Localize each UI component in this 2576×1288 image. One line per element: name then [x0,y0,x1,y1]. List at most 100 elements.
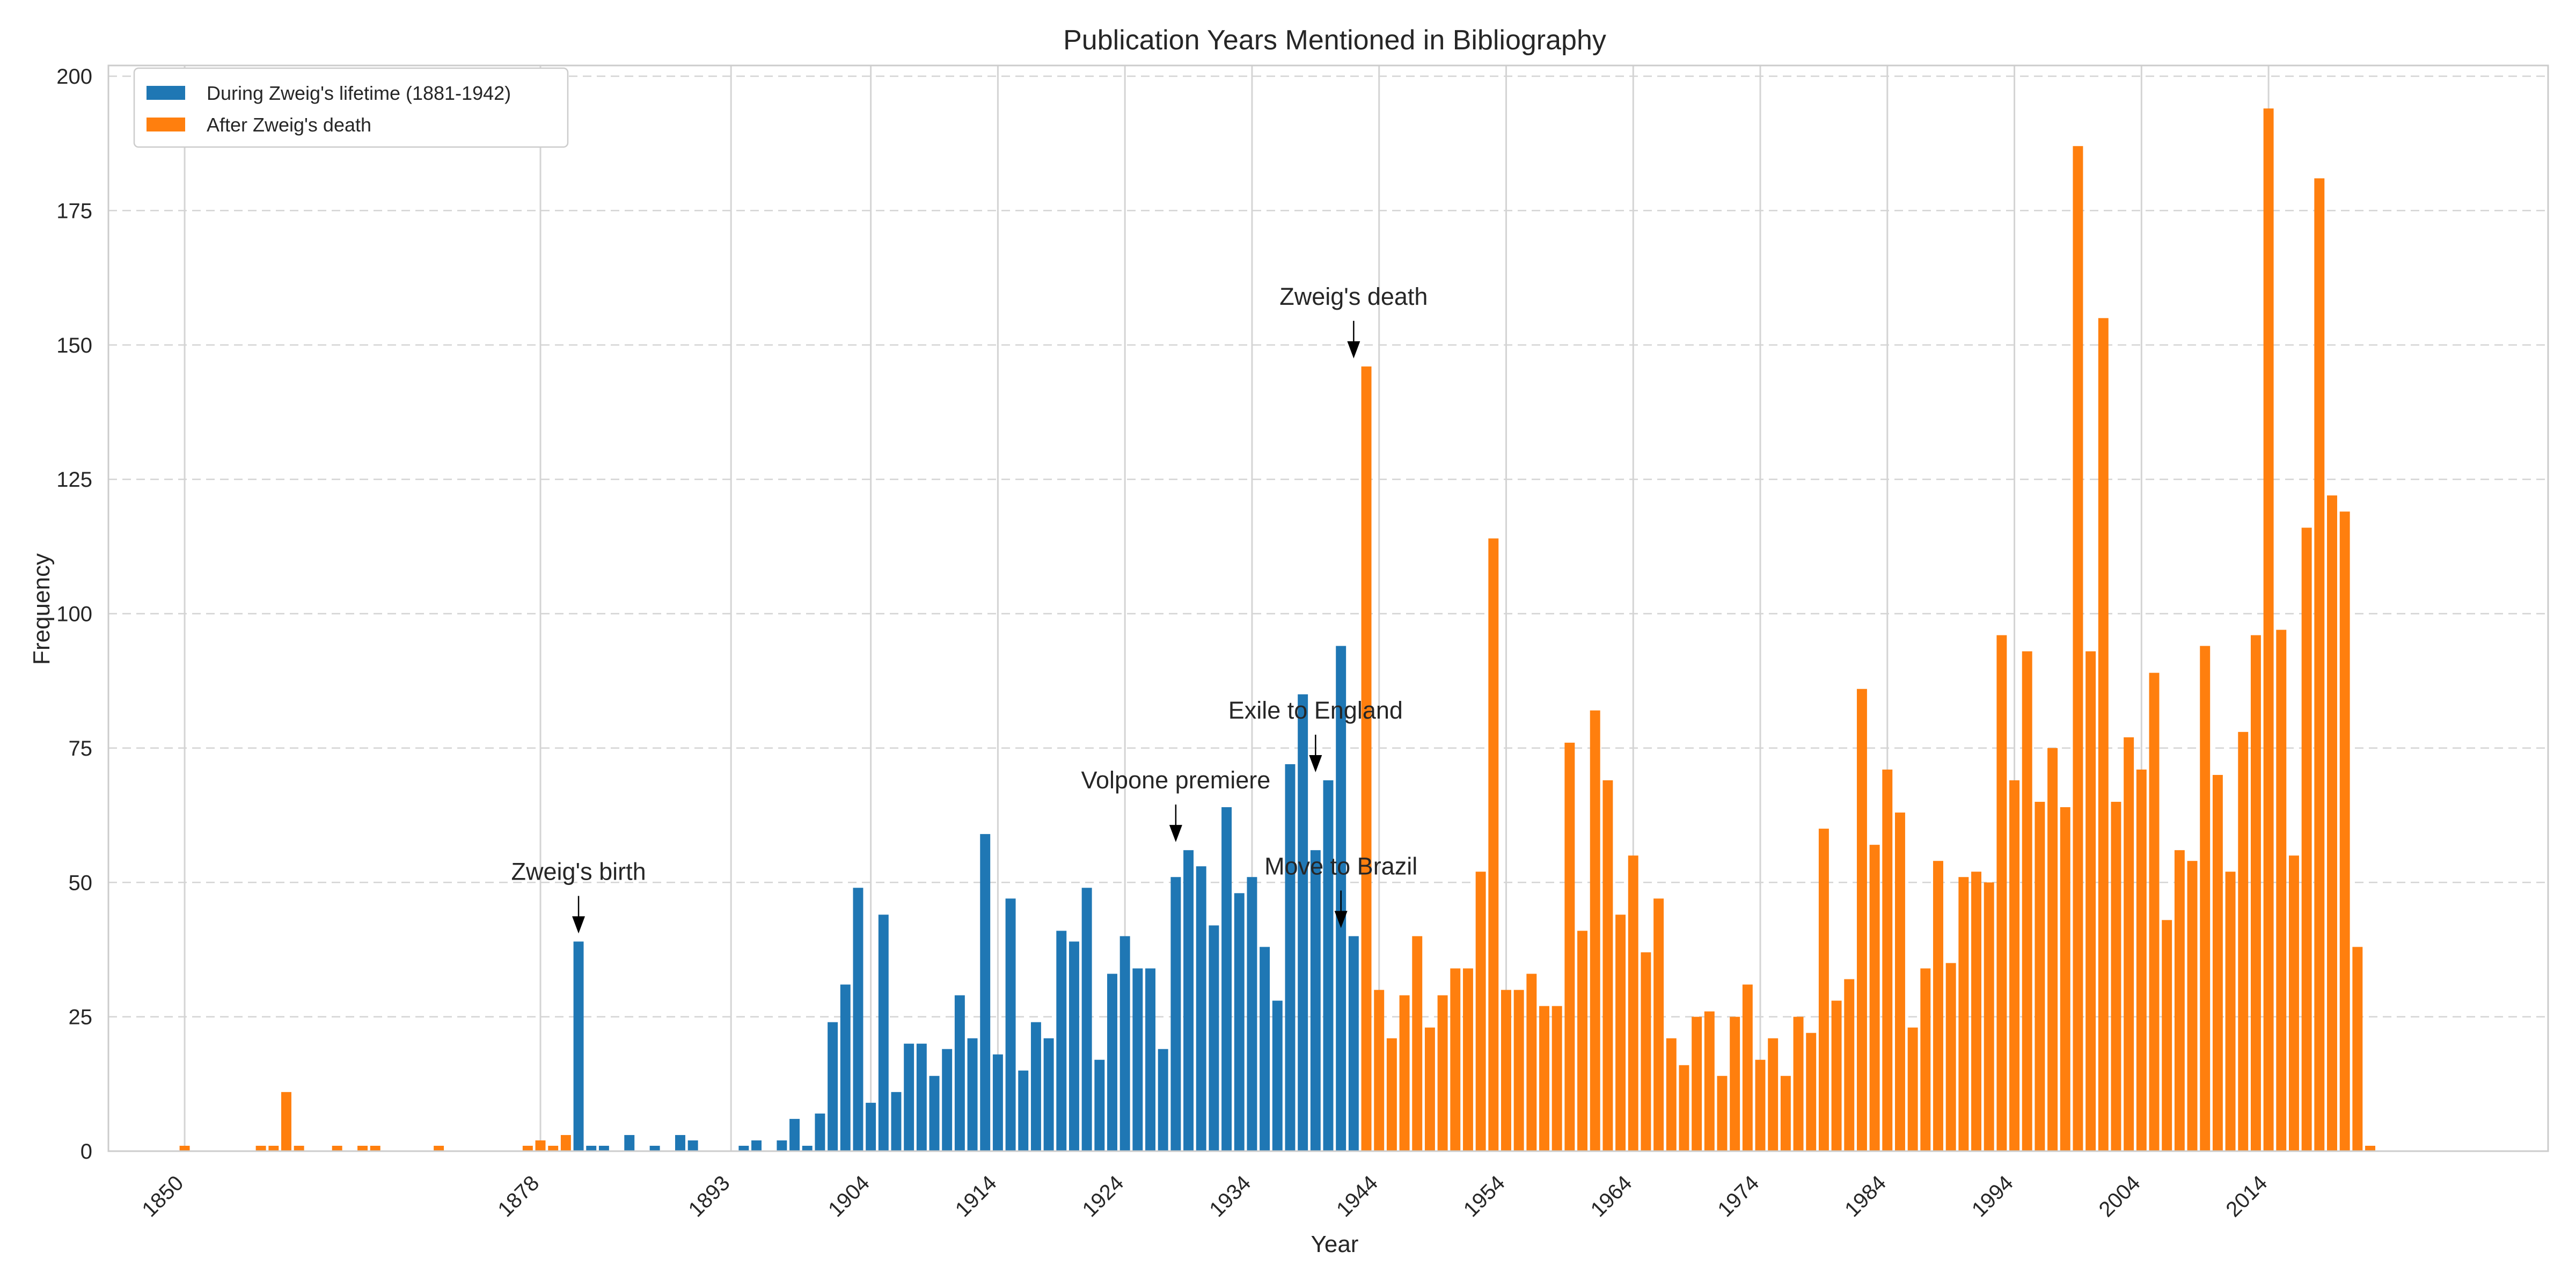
bar-after-1859 [294,1145,304,1151]
bar-after-1943 [1361,366,1372,1151]
bar-after-2020 [2339,511,2350,1151]
bar-lifetime-1906 [891,1092,902,1151]
bar-after-2002 [2111,802,2121,1151]
bar-after-2006 [2162,920,2172,1151]
bar-after-1986 [1907,1027,1918,1151]
bar-after-1955 [1513,990,1524,1151]
bar-lifetime-1935 [1260,947,1270,1151]
bar-lifetime-1885 [624,1135,635,1151]
bar-after-1879 [548,1145,559,1151]
bar-lifetime-1925 [1132,968,1143,1151]
bar-lifetime-1912 [967,1038,978,1151]
bar-after-2018 [2314,178,2325,1151]
bar-lifetime-1887 [649,1145,660,1151]
bar-after-1980 [1831,1000,1842,1151]
bar-lifetime-1924 [1119,936,1130,1151]
bar-after-1995 [2022,651,2032,1151]
bar-lifetime-1902 [840,984,851,1151]
bar-lifetime-1898 [789,1118,800,1151]
bar-after-1957 [1539,1006,1549,1151]
bar-after-1959 [1564,742,1575,1151]
bar-after-1991 [1971,872,1982,1151]
bar-lifetime-1920 [1069,941,1079,1151]
bar-after-2011 [2225,872,2236,1151]
bar-after-1958 [1552,1006,1562,1151]
bar-after-2015 [2276,630,2287,1151]
bar-lifetime-1933 [1234,893,1245,1151]
bar-lifetime-1897 [777,1140,787,1151]
bar-lifetime-1922 [1094,1059,1105,1151]
bar-lifetime-1882 [586,1145,597,1151]
annotation-label: Zweig's birth [511,858,646,885]
bar-after-2010 [2212,774,2223,1151]
bar-lifetime-1915 [1005,898,1016,1151]
bar-after-1961 [1590,710,1600,1151]
y-tick-label: 175 [56,199,92,223]
bar-lifetime-1907 [904,1043,914,1151]
bar-after-1858 [281,1092,291,1151]
bar-after-1952 [1475,872,1486,1151]
bar-lifetime-1927 [1158,1049,1168,1151]
bar-after-1945 [1386,1038,1397,1151]
bar-after-1947 [1412,936,1423,1151]
y-tick-label: 150 [56,334,92,357]
annotation-arrow-head [1309,755,1322,772]
bar-after-1965 [1641,952,1651,1151]
bar-lifetime-1895 [751,1140,762,1151]
bar-lifetime-1899 [802,1145,813,1151]
annotations: Zweig's birth Volpone premiere Exile to En… [511,283,1428,934]
annotation-arrow-head [1334,911,1348,928]
bar-lifetime-1921 [1081,888,1092,1151]
bar-after-1972 [1730,1016,1740,1151]
bar-lifetime-1930 [1196,866,1206,1151]
bar-after-1977 [1793,1016,1804,1151]
bar-after-1954 [1501,990,1511,1151]
bar-after-1989 [1945,963,1956,1151]
bar-lifetime-1936 [1272,1000,1283,1151]
bar-after-1960 [1577,931,1588,1151]
bar-after-1857 [268,1145,279,1151]
bar-lifetime-1932 [1221,807,1232,1151]
bar-lifetime-1910 [942,1049,953,1151]
bar-after-1987 [1920,968,1931,1151]
bar-after-2008 [2187,861,2198,1151]
bar-after-1949 [1437,995,1448,1151]
bar-after-1969 [1692,1016,1702,1151]
bar-after-1976 [1780,1075,1791,1151]
y-tick-label: 100 [56,603,92,626]
bar-after-1877 [522,1145,533,1151]
bar-after-1870 [434,1145,444,1151]
bar-lifetime-1883 [598,1145,609,1151]
annotation-arrow-head [1169,825,1182,843]
bar-after-1850 [179,1145,190,1151]
bar-after-1966 [1653,898,1664,1151]
legend-box [133,67,569,148]
bar-after-1971 [1717,1075,1728,1151]
bar-lifetime-1909 [929,1075,940,1151]
bar-after-2017 [2301,528,2312,1151]
bar-after-1963 [1615,914,1626,1151]
bar-lifetime-1889 [675,1135,685,1151]
bar-after-1970 [1704,1011,1715,1151]
bar-after-1997 [2047,748,2058,1151]
bar-after-1985 [1894,813,1905,1151]
plot-frame [107,64,2549,1152]
bar-after-1953 [1488,538,1499,1152]
legend-label-after: After Zweig's death [207,114,371,136]
bar-after-1950 [1450,968,1461,1151]
bar-after-1878 [535,1140,546,1151]
bar-lifetime-1934 [1247,877,1257,1151]
chart-title: Publication Years Mentioned in Bibliogra… [1063,25,1606,56]
y-tick-label: 0 [80,1140,92,1163]
legend-swatch-after [147,118,185,131]
bar-lifetime-1928 [1170,877,1181,1151]
bar-lifetime-1940 [1323,780,1334,1151]
bar-lifetime-1890 [687,1140,698,1151]
bar-after-2003 [2124,737,2134,1151]
bar-after-1944 [1374,990,1385,1151]
bar-after-1964 [1628,855,1638,1151]
bar-after-2000 [2085,651,2096,1151]
bar-after-1981 [1844,979,1855,1151]
bar-after-1993 [1996,635,2007,1151]
